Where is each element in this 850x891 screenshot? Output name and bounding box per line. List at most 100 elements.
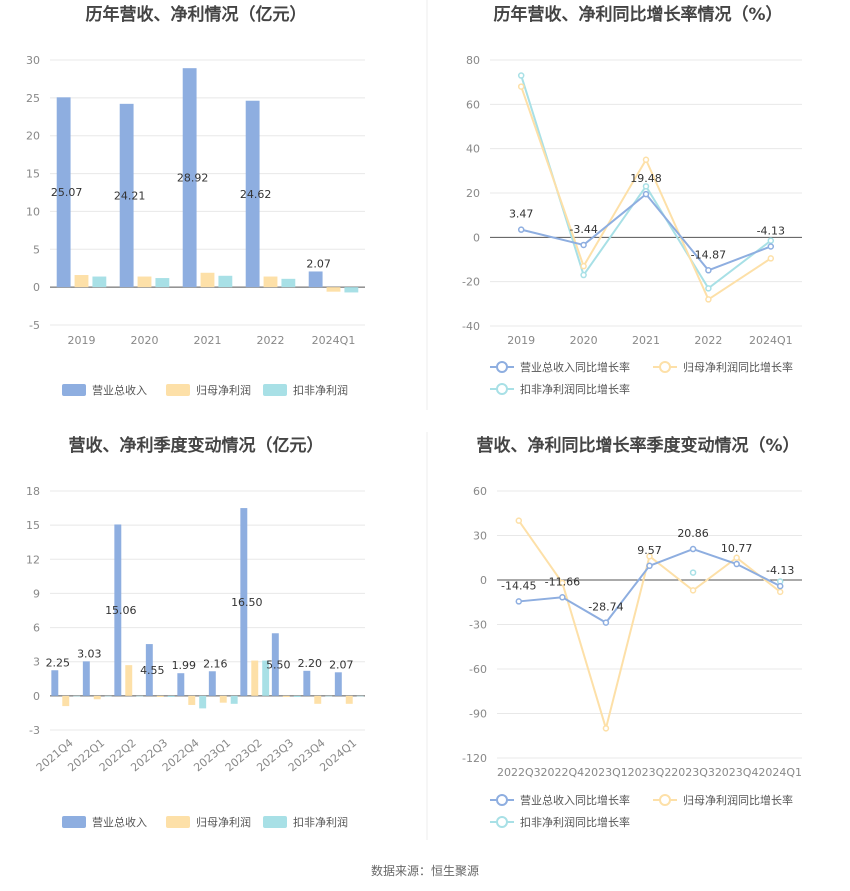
x-tick-label: 2023Q4	[715, 766, 759, 779]
bar-1-2024Q1	[308, 271, 323, 288]
bar-3-2019	[92, 276, 107, 288]
bar-1-2023Q4	[303, 670, 311, 696]
bar-3-2020	[155, 278, 170, 288]
data-label: -4.13	[757, 224, 785, 237]
bar-3-2021Q4	[73, 695, 81, 697]
data-label: 2.07	[329, 658, 354, 671]
x-tick-label: 2022	[694, 334, 722, 347]
legend-swatch	[62, 384, 86, 396]
bar-1-2020	[119, 103, 134, 288]
legend-swatch-marker	[496, 383, 508, 395]
bar-1-2022	[245, 100, 260, 288]
legend-swatch	[62, 816, 86, 828]
legend-item-label[interactable]: 扣非净利润	[293, 383, 348, 397]
legend-swatch	[166, 384, 190, 396]
chart-panel-3: 营收、净利季度变动情况（亿元）-303691215182021Q42022Q12…	[26, 435, 365, 829]
legend-item-label[interactable]: 归母净利润同比增长率	[683, 360, 793, 374]
series-point-1	[642, 190, 650, 198]
legend-swatch-marker	[496, 794, 508, 806]
bar-3-2023Q1	[230, 695, 238, 704]
legend-item-label[interactable]: 营业总收入同比增长率	[520, 793, 630, 807]
bar-2-2022Q2	[125, 665, 133, 696]
y-tick-label: 12	[26, 553, 40, 566]
legend-swatch-marker	[659, 794, 671, 806]
data-label: 15.06	[105, 604, 137, 617]
y-tick-label: 0	[473, 231, 480, 244]
bar-3-2023Q2	[262, 660, 270, 696]
legend-item-label[interactable]: 扣非净利润同比增长率	[520, 382, 630, 396]
y-tick-label: 60	[473, 485, 487, 498]
y-tick-label: 3	[33, 656, 40, 669]
series-point-1	[559, 594, 566, 601]
data-label: -14.87	[691, 248, 726, 261]
series-point-3	[767, 237, 775, 244]
bar-3-2022Q1	[104, 695, 112, 697]
chart-panel-1: 历年营收、净利情况（亿元） -5 0 5 10 15 20 25 30 2019 2020 2021 2…	[26, 4, 365, 397]
y-tick-label: 9	[33, 587, 40, 600]
y-tick-label: 5	[33, 243, 40, 256]
y-tick-label: 20	[26, 130, 40, 143]
data-label: 24.62	[240, 188, 272, 201]
series-point-2	[559, 579, 566, 587]
x-tick-label: 2024Q1	[749, 334, 793, 347]
series-point-1	[776, 582, 784, 590]
series-point-2	[515, 517, 523, 524]
legend-item-label[interactable]: 营业总收入	[92, 815, 147, 829]
chart-title: 历年营收、净利情况（亿元）	[86, 4, 307, 25]
y-tick-label: -20	[462, 276, 480, 289]
series-point-2	[642, 156, 650, 163]
chart-title: 营收、净利季度变动情况（亿元）	[69, 435, 324, 456]
legend-item-label[interactable]: 营业总收入	[92, 383, 147, 397]
data-label: 4.55	[140, 664, 165, 677]
chart-title: 营收、净利同比增长率季度变动情况（%）	[476, 435, 799, 456]
series-point-2	[776, 588, 784, 596]
x-tick-label: 2023Q3	[671, 766, 715, 779]
bar-1-2023Q1	[208, 671, 216, 696]
series-point-2	[517, 83, 525, 90]
data-label: 9.57	[637, 544, 662, 557]
data-label: 2.25	[46, 656, 71, 669]
source-label: 数据来源：恒生聚源	[370, 864, 479, 878]
bar-2-2020	[137, 276, 152, 288]
bar-2-2022Q4	[188, 695, 196, 705]
data-label: 5.50	[266, 659, 291, 672]
bar-1-2023Q2	[240, 508, 248, 696]
legend-swatch-marker	[496, 816, 508, 828]
legend-item-label[interactable]: 扣非净利润	[293, 815, 348, 829]
y-tick-label: 40	[466, 143, 480, 156]
series-line-1	[520, 192, 772, 272]
y-tick-label: -3	[29, 724, 40, 737]
legend-item-label[interactable]: 归母净利润	[196, 383, 251, 397]
legend-item-label[interactable]: 营业总收入同比增长率	[520, 360, 630, 374]
chart-panel-4: 营收、净利同比增长率季度变动情况（%） -120 -90 -60 -30 0 30 60 202…	[462, 435, 802, 829]
y-tick-label: -120	[462, 752, 487, 765]
bar-1-2022Q1	[82, 661, 90, 696]
series-point-1	[602, 619, 610, 626]
data-label: -3.44	[569, 223, 597, 236]
y-tick-label: 20	[466, 187, 480, 200]
series-point-1	[580, 241, 587, 249]
series-point-1	[767, 243, 775, 250]
data-label: 19.48	[630, 172, 662, 185]
y-tick-label: 80	[466, 54, 480, 67]
data-label: -11.66	[545, 575, 580, 588]
data-label: -28.74	[588, 601, 623, 614]
legend-item-label[interactable]: 归母净利润同比增长率	[683, 793, 793, 807]
legend-swatch-marker	[659, 361, 671, 373]
x-tick-label: 2024Q1	[758, 766, 802, 779]
legend-item-label[interactable]: 扣非净利润同比增长率	[520, 815, 630, 829]
series-point-2	[580, 262, 587, 270]
bar-3-2022Q4	[199, 695, 207, 709]
data-label: 2.20	[298, 657, 323, 670]
bar-3-2023Q4	[325, 695, 333, 697]
bar-3-2023Q3	[293, 695, 301, 697]
data-label: 3.47	[509, 208, 534, 221]
data-label: 16.50	[231, 596, 263, 609]
series-point-3	[705, 285, 712, 292]
x-tick-label: 2019	[507, 334, 535, 347]
data-label: 1.99	[172, 659, 197, 672]
y-tick-label: -90	[469, 708, 487, 721]
bar-1-2019	[56, 97, 71, 288]
legend-item-label[interactable]: 归母净利润	[196, 815, 251, 829]
chart-title: 历年营收、净利同比增长率情况（%）	[493, 4, 782, 25]
